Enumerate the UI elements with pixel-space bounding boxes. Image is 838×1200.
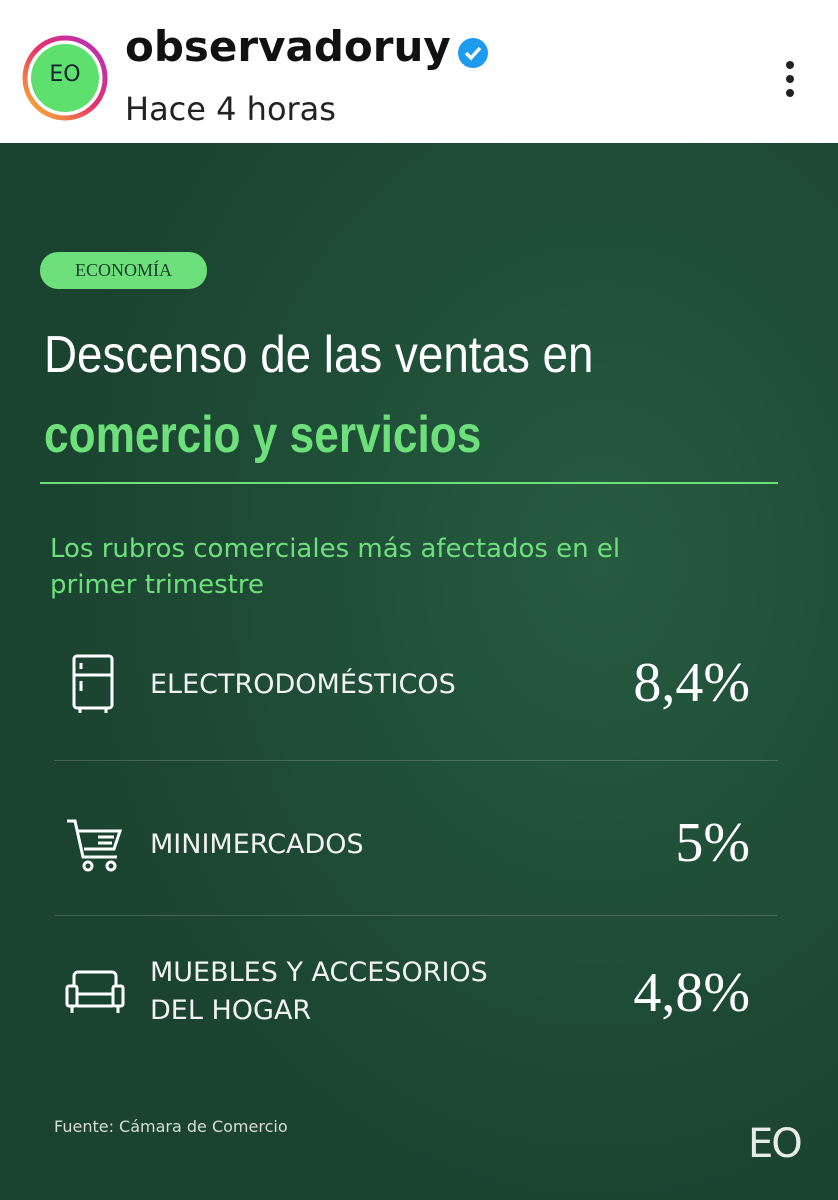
fridge-icon [72,654,114,713]
item-value: 8,4% [633,652,750,714]
source: Fuente: Cámara de Comercio [54,1117,288,1136]
title-line: comercio y servicios [44,406,482,464]
avatar[interactable] [22,35,108,121]
subtitle-line: Los rubros comerciales más afectados en … [50,534,621,564]
username[interactable]: observadoruy [125,22,451,71]
item-label: MUEBLES Y ACCESORIOS DEL HOGAR [150,954,488,1030]
item-label-line: MUEBLES Y ACCESORIOS [150,957,488,988]
subtitle-line: primer trimestre [50,570,264,600]
sofa-icon [65,970,125,1013]
item-label: MINIMERCADOS [150,829,364,860]
title-rule [40,482,778,484]
divider [54,915,778,916]
logo: EO [748,1121,803,1167]
item-value: 5% [675,812,750,874]
item-value: 4,8% [633,962,750,1024]
tag: ECONOMÍA [40,252,207,289]
more-menu[interactable] [780,60,800,100]
avatar-text: EO [49,62,81,87]
post-image: ECONOMÍA Descenso de las ventas en comer… [0,143,838,1200]
subtitle: Los rubros comerciales más afectados en … [50,531,620,603]
item-label: ELECTRODOMÉSTICOS [150,669,456,700]
post-time: Hace 4 horas [125,90,336,128]
cart-icon [67,819,123,872]
title-line: Descenso de las ventas en [44,326,594,384]
verified-badge [458,38,488,68]
divider [54,760,778,761]
item-label-line: DEL HOGAR [150,995,312,1026]
